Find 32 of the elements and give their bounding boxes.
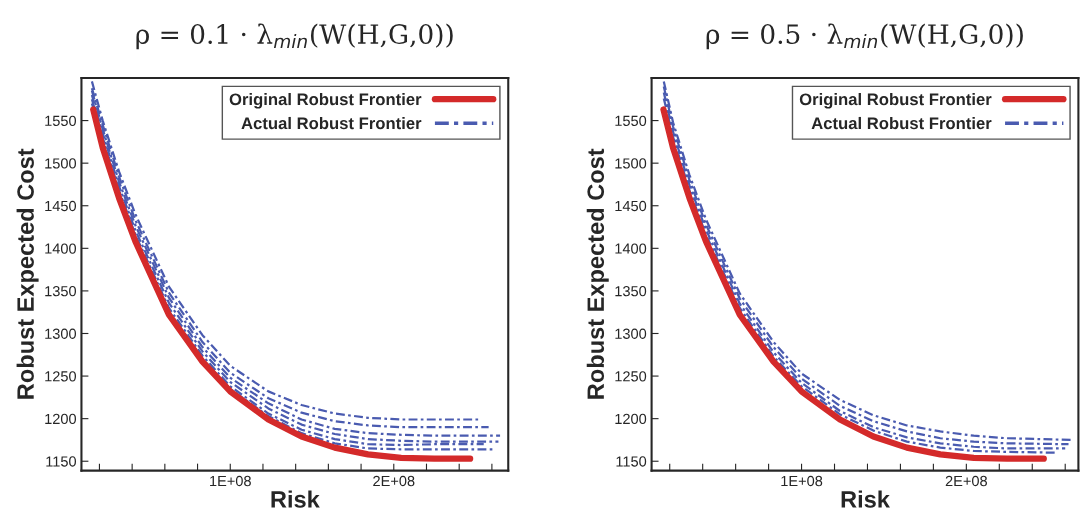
y-tick-label: 1150 [46,456,77,467]
x-tick-label: 2E+08 [945,475,987,487]
y-tick-label: 1300 [615,328,647,339]
x-tick-label: 1E+08 [210,475,251,487]
x-tick-label: 2E+08 [373,475,415,487]
y-tick-label: 1450 [45,200,77,212]
y-tick-label: 1500 [615,158,647,169]
chart-title: ρ = 0.5 · λ$_{min}$(W(H,G,0)) [706,23,1023,50]
x-axis-title: Risk [841,490,890,508]
legend-label: Original Robust Frontier [229,93,422,109]
y-tick-label: 1350 [45,286,77,297]
y-tick-label: 1550 [45,115,77,127]
x-axis-title: Risk [271,490,320,508]
x-tick-label: 1E+08 [781,475,823,487]
y-tick-label: 1350 [615,286,647,297]
y-axis-title: Robust Expected Cost [16,148,39,399]
y-tick-label: 1250 [615,371,647,382]
y-tick-label: 1300 [45,328,77,339]
y-tick-label: 1200 [45,413,77,425]
y-tick-label: 1150 [616,456,647,467]
legend-label: Original Robust Frontier [799,93,992,109]
legend-label: Actual Robust Frontier [811,116,992,130]
y-tick-label: 1400 [615,243,647,254]
chart-title: ρ = 0.1 · λ$_{min}$(W(H,G,0)) [136,23,453,50]
y-tick-label: 1400 [45,243,77,254]
y-tick-label: 1550 [615,115,647,127]
y-tick-label: 1450 [615,200,647,212]
y-axis-title: Robust Expected Cost [586,148,609,399]
legend-label: Actual Robust Frontier [241,116,422,130]
y-tick-label: 1250 [45,371,77,382]
y-tick-label: 1200 [615,413,647,425]
y-tick-label: 1500 [45,158,77,169]
